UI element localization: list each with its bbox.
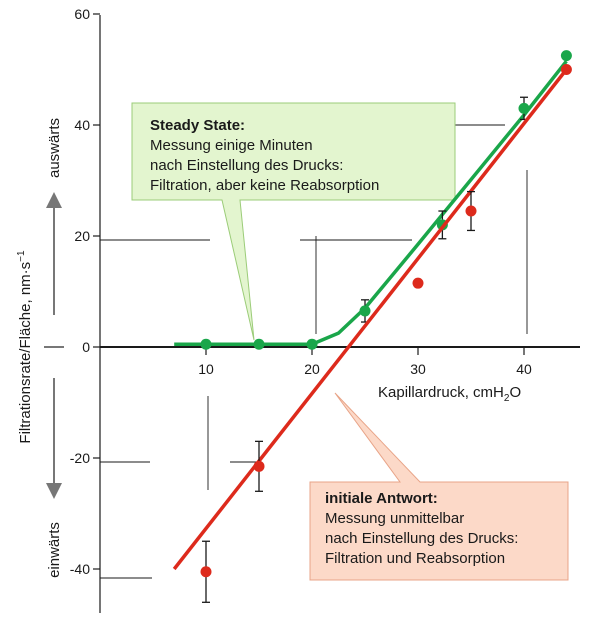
callout-box-red: [309, 392, 569, 581]
data-point: [412, 277, 424, 289]
x-tick-label: 40: [516, 361, 532, 377]
axes: [44, 15, 580, 613]
data-point: [306, 338, 318, 350]
x-ticks: 10 20 30 40: [198, 347, 532, 377]
x-axis-label: Kapillardruck, cmH2O: [378, 384, 521, 404]
series-0: [174, 50, 572, 350]
x-tick-label: 20: [304, 361, 320, 377]
annotation-line: Filtration und Reabsorption: [325, 550, 505, 567]
data-point: [200, 338, 212, 350]
annotation-line: Filtration, aber keine Reabsorption: [150, 177, 379, 194]
y-axis-label: Filtrationsrate/Fläche, nm·s−1: [16, 250, 34, 444]
guide-lines: [100, 124, 528, 579]
series-line: [172, 68, 568, 571]
y-ticks: -40 -20 0 20 40 60: [70, 6, 100, 577]
annotation-title: Steady State:: [150, 117, 245, 134]
direction-label-down: einwärts: [46, 522, 63, 578]
annotation-line: nach Einstellung des Drucks:: [150, 157, 343, 174]
callout-box-green: [131, 102, 456, 341]
y-tick-label: 20: [74, 228, 90, 244]
plot-area: [172, 50, 572, 603]
annotation-line: Messung einige Minuten: [150, 137, 313, 154]
y-tick-label: 0: [82, 339, 90, 355]
x-tick-label: 30: [410, 361, 426, 377]
data-point: [560, 64, 572, 75]
y-tick-label: -40: [70, 561, 90, 577]
annotation-steady-state: Steady State: Messung einige Minuten nac…: [131, 102, 456, 341]
arrow-head-down: [46, 483, 62, 499]
data-point: [359, 305, 371, 317]
data-point: [253, 460, 265, 472]
annotation-title: initiale Antwort:: [325, 490, 438, 507]
annotation-line: nach Einstellung des Drucks:: [325, 530, 518, 547]
y-tick-label: 60: [74, 6, 90, 22]
data-point: [200, 566, 212, 578]
data-point: [465, 205, 477, 217]
direction-label-up: auswärts: [46, 118, 63, 178]
annotation-initial-response: initiale Antwort: Messung unmittelbar na…: [309, 392, 569, 581]
series-1: [172, 64, 572, 603]
direction-arrows: [46, 192, 62, 499]
data-point: [253, 338, 265, 350]
x-tick-label: 10: [198, 361, 214, 377]
data-point: [518, 102, 530, 114]
data-point: [560, 50, 572, 62]
arrow-head-up: [46, 192, 62, 208]
y-tick-label: -20: [70, 450, 90, 466]
annotation-line: Messung unmittelbar: [325, 510, 464, 527]
y-tick-label: 40: [74, 117, 90, 133]
